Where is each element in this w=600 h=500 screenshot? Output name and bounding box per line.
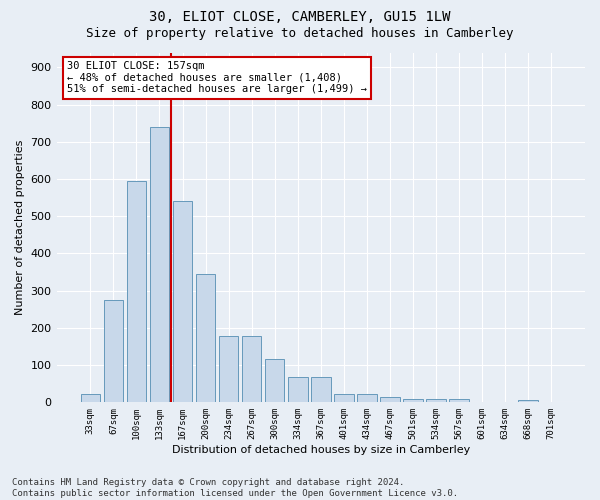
Text: 30 ELIOT CLOSE: 157sqm
← 48% of detached houses are smaller (1,408)
51% of semi-: 30 ELIOT CLOSE: 157sqm ← 48% of detached…: [67, 61, 367, 94]
Bar: [518, 400, 538, 402]
Bar: [288, 378, 308, 402]
Bar: [265, 359, 284, 403]
Bar: [173, 202, 193, 402]
Text: Contains HM Land Registry data © Crown copyright and database right 2024.
Contai: Contains HM Land Registry data © Crown c…: [12, 478, 458, 498]
Text: Size of property relative to detached houses in Camberley: Size of property relative to detached ho…: [86, 28, 514, 40]
Y-axis label: Number of detached properties: Number of detached properties: [15, 140, 25, 315]
Bar: [311, 378, 331, 402]
Bar: [80, 394, 100, 402]
Bar: [357, 394, 377, 402]
Bar: [219, 336, 238, 402]
Bar: [380, 398, 400, 402]
Bar: [149, 127, 169, 402]
Bar: [127, 181, 146, 402]
Bar: [242, 336, 262, 402]
Bar: [334, 394, 353, 402]
Bar: [104, 300, 123, 402]
X-axis label: Distribution of detached houses by size in Camberley: Distribution of detached houses by size …: [172, 445, 470, 455]
Bar: [449, 400, 469, 402]
Bar: [426, 400, 446, 402]
Bar: [403, 400, 423, 402]
Text: 30, ELIOT CLOSE, CAMBERLEY, GU15 1LW: 30, ELIOT CLOSE, CAMBERLEY, GU15 1LW: [149, 10, 451, 24]
Bar: [196, 274, 215, 402]
